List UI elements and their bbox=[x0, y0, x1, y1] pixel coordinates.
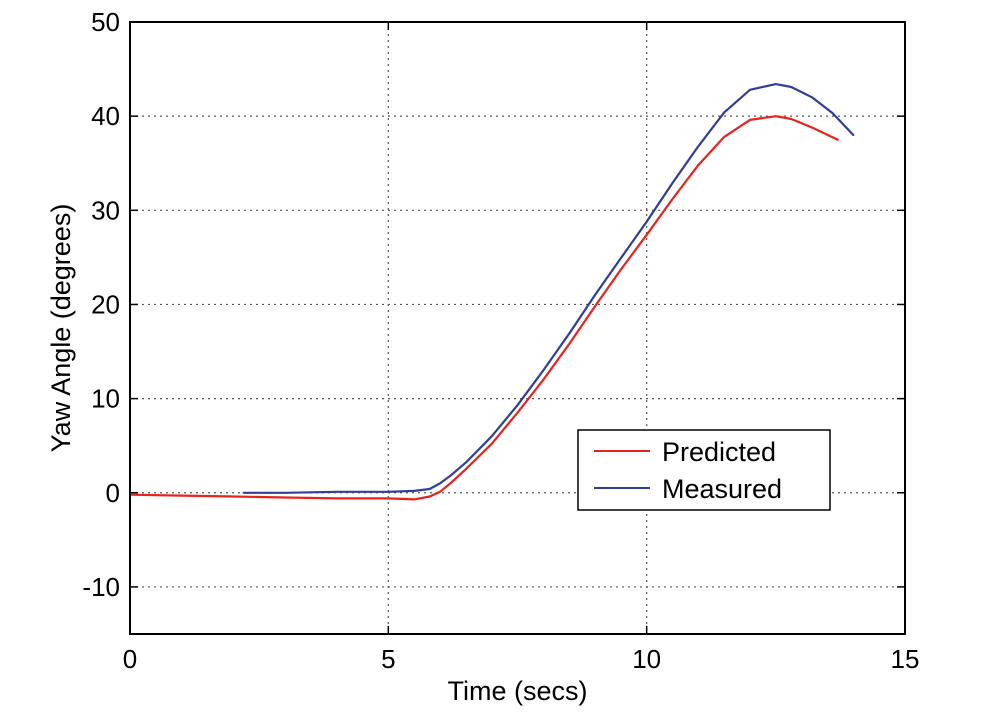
y-tick-label: 40 bbox=[91, 101, 120, 131]
y-tick-label: 20 bbox=[91, 289, 120, 319]
grid bbox=[130, 22, 905, 634]
x-axis-label: Time (secs) bbox=[448, 676, 588, 706]
y-tick-label: 50 bbox=[91, 7, 120, 37]
legend-label-measured: Measured bbox=[662, 474, 782, 504]
legend-label-predicted: Predicted bbox=[662, 437, 776, 467]
x-tick-labels: 0 5 10 15 bbox=[123, 644, 920, 674]
x-tick-label: 0 bbox=[123, 644, 137, 674]
y-tick-label: 30 bbox=[91, 195, 120, 225]
y-tick-label: -10 bbox=[82, 572, 120, 602]
y-axis-label: Yaw Angle (degrees) bbox=[46, 204, 76, 453]
y-tick-label: 10 bbox=[91, 384, 120, 414]
legend: Predicted Measured bbox=[577, 429, 831, 511]
y-tick-label: 0 bbox=[106, 478, 120, 508]
x-tick-label: 5 bbox=[381, 644, 395, 674]
y-tick-labels: -10 0 10 20 30 40 50 bbox=[82, 7, 120, 602]
x-tick-label: 15 bbox=[891, 644, 920, 674]
series-line-measured bbox=[242, 82, 855, 494]
ticks bbox=[129, 21, 906, 634]
plot-frame bbox=[129, 21, 906, 635]
series-lines bbox=[128, 82, 855, 501]
legend-box bbox=[577, 429, 831, 511]
x-tick-label: 10 bbox=[632, 644, 661, 674]
series-line-predicted bbox=[128, 115, 839, 501]
plot-background bbox=[130, 22, 905, 634]
